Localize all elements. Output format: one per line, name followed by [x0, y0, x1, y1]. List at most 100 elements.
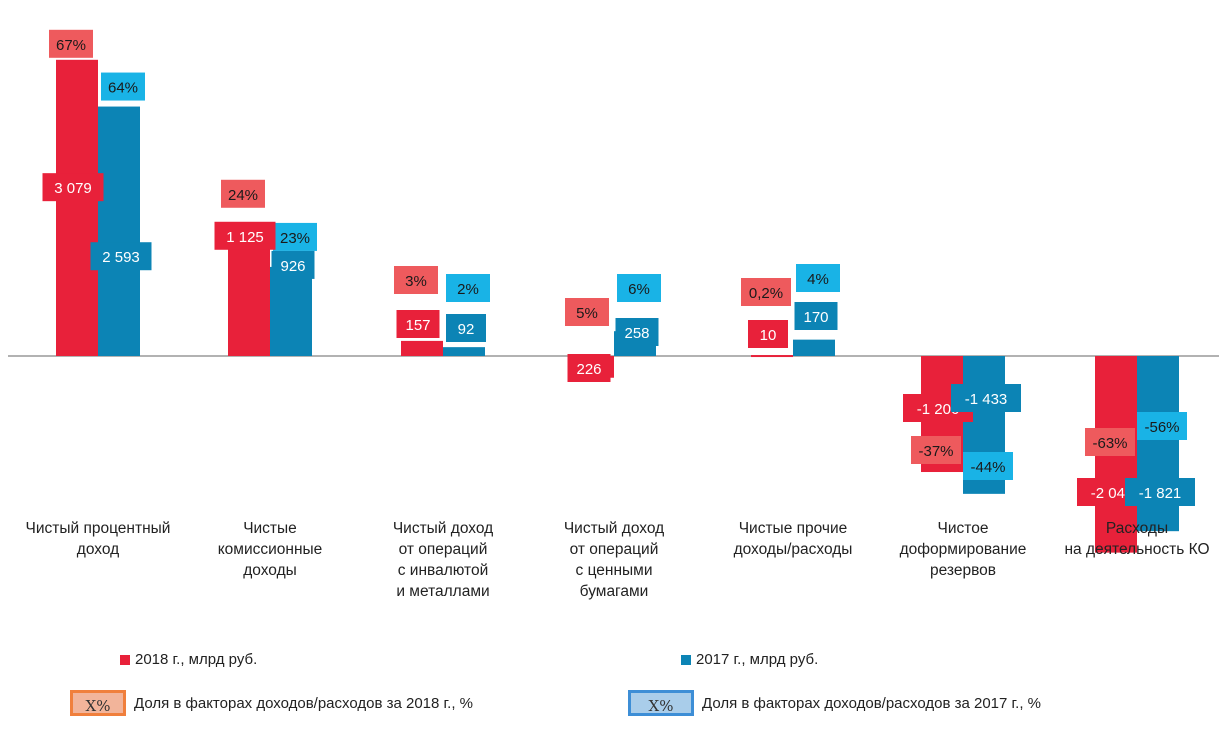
- share-label-2018-1-bg: [221, 179, 265, 208]
- share-label-2018-4: 0,2%: [741, 278, 791, 306]
- bar-17-0: [98, 106, 140, 356]
- share-label-2017-0-text: 64%: [108, 80, 138, 97]
- share-label-2018-5-text: -37%: [918, 443, 953, 460]
- value-label-2017-2-bg: [446, 314, 486, 342]
- value-label-2017-0-text: 2 593: [102, 249, 140, 266]
- value-label-2017-5-text: -1 433: [965, 391, 1008, 408]
- share-label-2018-3-text: 5%: [576, 305, 598, 322]
- share-label-2018-4-bg: [741, 278, 791, 306]
- legend-label-2018: 2018 г., млрд руб.: [135, 651, 258, 668]
- legend-label-2017: 2017 г., млрд руб.: [696, 651, 819, 668]
- value-label-2017-6: -1 821: [1125, 478, 1195, 506]
- value-label-2018-3-bg: [567, 354, 611, 382]
- value-label-2018-2: 157: [396, 310, 440, 338]
- value-label-2018-1-text: 1 125: [226, 229, 264, 246]
- share-label-2017-1: 23%: [273, 222, 317, 251]
- bar-18-0: [56, 59, 98, 356]
- share-label-2017-2: 2%: [446, 274, 490, 302]
- share-label-2018-0: 67%: [49, 29, 93, 58]
- legend-share-2018: X% Доля в факторах доходов/расходов за 2…: [70, 690, 473, 716]
- share-label-2018-6: -63%: [1085, 428, 1135, 456]
- category-label-2: Чистый доход от операций с инвалютой и м…: [392, 520, 494, 600]
- value-label-2018-0-bg: [42, 173, 104, 202]
- legend-share-box-2017: X%: [628, 690, 694, 716]
- share-label-2018-1-text: 24%: [228, 187, 258, 204]
- value-label-2017-0-bg: [90, 242, 152, 271]
- category-label-6: Расходы на деятельность КО: [1064, 520, 1210, 558]
- value-label-2018-3-text: 226: [576, 361, 601, 378]
- legend-share-label-2018: Доля в факторах доходов/расходов за 2018…: [134, 694, 473, 712]
- value-label-2017-5-bg: [951, 384, 1021, 412]
- value-label-2018-6-text: -2 044: [1091, 485, 1134, 502]
- legend-share-2017: X% Доля в факторах доходов/расходов за 2…: [628, 690, 1041, 716]
- value-label-2017-1-text: 926: [280, 258, 305, 275]
- bar-18-4: [751, 355, 793, 358]
- value-label-2018-4-text: 10: [760, 327, 777, 344]
- category-label-1: Чистые комиссионные доходы: [217, 520, 323, 579]
- legend-share-box-2018: X%: [70, 690, 126, 716]
- share-label-2017-4: 4%: [796, 264, 840, 292]
- share-label-2017-5: -44%: [963, 452, 1013, 480]
- share-label-2017-1-bg: [273, 222, 317, 251]
- value-label-2017-2: 92: [446, 314, 486, 342]
- share-label-2018-2-text: 3%: [405, 273, 427, 290]
- value-label-2017-3-text: 258: [624, 325, 649, 342]
- bar-17-2: [443, 347, 485, 356]
- share-label-2017-1-text: 23%: [280, 230, 310, 247]
- value-label-2017-5: -1 433: [951, 384, 1021, 412]
- legend-share-label-2017: Доля в факторах доходов/расходов за 2017…: [702, 694, 1041, 712]
- legend-swatch-2018: [120, 654, 130, 665]
- value-label-2018-5-text: -1 206: [917, 401, 960, 418]
- share-label-2018-5: -37%: [911, 436, 961, 464]
- value-label-2018-4: 10: [748, 320, 788, 348]
- share-label-2018-1: 24%: [221, 179, 265, 208]
- share-label-2018-3-bg: [565, 298, 609, 326]
- share-label-2017-3-text: 6%: [628, 281, 650, 298]
- share-label-2017-0: 64%: [101, 72, 145, 101]
- value-label-2017-1: 926: [271, 250, 315, 279]
- share-label-2018-0-text: 67%: [56, 37, 86, 54]
- share-label-2018-6-bg: [1085, 428, 1135, 456]
- value-label-2018-1-bg: [214, 221, 276, 250]
- share-label-2017-3: 6%: [617, 274, 661, 302]
- share-label-2018-2: 3%: [394, 266, 438, 294]
- value-label-2017-2-text: 92: [458, 321, 475, 338]
- value-label-2018-2-text: 157: [405, 317, 430, 334]
- bar-18-1: [228, 247, 270, 356]
- category-label-0: Чистый процентный доход: [25, 520, 171, 558]
- bar-17-4: [793, 339, 835, 356]
- category-label-4: Чистые прочие доходы/расходы: [733, 520, 853, 558]
- value-label-2017-0: 2 593: [90, 242, 152, 271]
- value-label-2018-0: 3 079: [42, 173, 104, 202]
- value-label-2017-6-text: -1 821: [1139, 485, 1182, 502]
- bar-17-1: [270, 266, 312, 356]
- bar-18-2: [401, 340, 443, 356]
- share-label-2017-4-text: 4%: [807, 271, 829, 288]
- share-label-2018-6-text: -63%: [1092, 435, 1127, 452]
- share-label-2017-2-text: 2%: [457, 281, 479, 298]
- share-label-2017-6-bg: [1137, 412, 1187, 440]
- share-label-2017-2-bg: [446, 274, 490, 302]
- category-label-5: Чистое доформирование резервов: [899, 520, 1027, 579]
- share-label-2017-5-text: -44%: [970, 459, 1005, 476]
- value-label-2017-3-bg: [615, 318, 659, 346]
- category-label-3: Чистый доход от операций с ценными бумаг…: [563, 520, 665, 600]
- share-label-2017-6: -56%: [1137, 412, 1187, 440]
- value-label-2017-3: 258: [615, 318, 659, 346]
- value-label-2017-4-text: 170: [803, 309, 828, 326]
- share-label-2018-2-bg: [394, 266, 438, 294]
- share-label-2017-6-text: -56%: [1144, 419, 1179, 436]
- share-label-2018-5-bg: [911, 436, 961, 464]
- value-label-2017-1-bg: [271, 250, 315, 279]
- value-label-2018-2-bg: [396, 310, 440, 338]
- legend-2018: 2018 г., млрд руб.: [120, 651, 257, 668]
- value-label-2018-4-bg: [748, 320, 788, 348]
- value-label-2018-3: 226: [567, 354, 611, 382]
- share-label-2017-0-bg: [101, 72, 145, 101]
- share-label-2018-0-bg: [49, 29, 93, 58]
- share-label-2018-4-text: 0,2%: [749, 285, 783, 302]
- value-label-2017-4: 170: [794, 302, 838, 330]
- share-label-2017-3-bg: [617, 274, 661, 302]
- share-label-2018-3: 5%: [565, 298, 609, 326]
